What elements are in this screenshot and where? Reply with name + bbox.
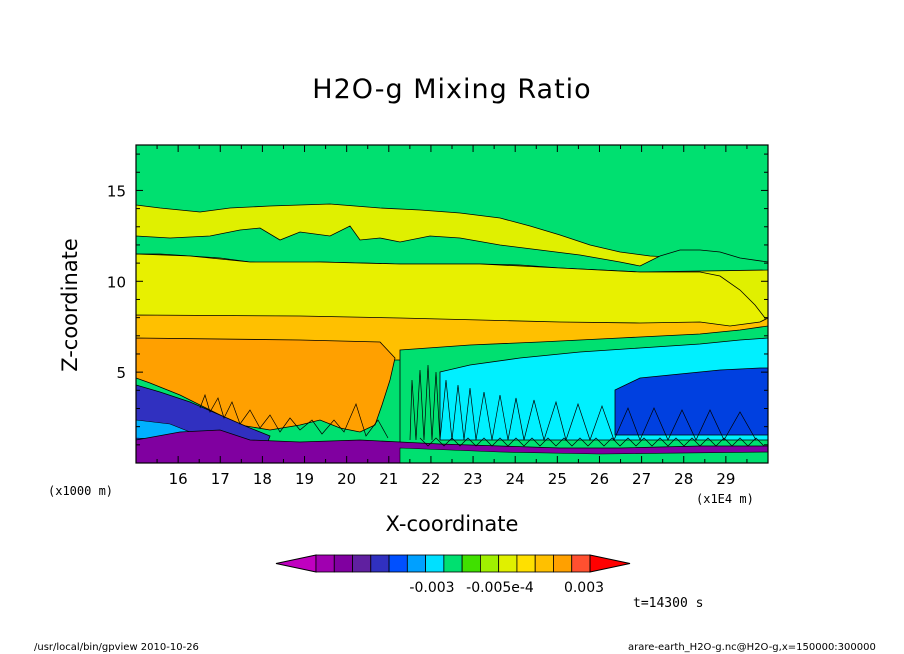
- axis-tick-labels: 16 17 18 19 20 21 22 23 24 25 26 27 28 29 5 10 15: [107, 182, 736, 488]
- x-unit-label: (x1E4 m): [696, 492, 754, 506]
- colorbar-swatch: [571, 554, 591, 573]
- x-tick-label: 17: [211, 470, 230, 488]
- colorbar-max-arrow: [589, 554, 631, 573]
- colorbar-swatch: [370, 554, 390, 573]
- y-tick-label: 10: [107, 273, 126, 291]
- x-tick-label: 20: [337, 470, 356, 488]
- footer-right: arare-earth_H2O-g.nc@H2O-g,x=150000:3000…: [628, 642, 876, 653]
- colorbar-swatch: [315, 554, 335, 573]
- x-tick-label: 25: [548, 470, 567, 488]
- footer-left: /usr/local/bin/gpview 2010-10-26: [34, 642, 199, 653]
- colorbar-swatch: [479, 554, 500, 573]
- colorbar-swatch: [425, 554, 445, 573]
- axis-ticks: [135, 145, 769, 464]
- x-tick-label: 28: [674, 470, 693, 488]
- colorbar-swatch: [388, 554, 408, 573]
- x-tick-label: 24: [506, 470, 525, 488]
- y-tick-label: 5: [116, 364, 126, 382]
- x-tick-label: 26: [590, 470, 609, 488]
- colorbar-swatch: [333, 554, 353, 573]
- wave-contours: [409, 364, 757, 442]
- colorbar-tick-label: -0.005e-4: [466, 580, 534, 596]
- colorbar-tick-label: 0.003: [564, 580, 604, 596]
- x-tick-label: 23: [464, 470, 483, 488]
- y-axis-label: Z-coordinate: [58, 238, 82, 372]
- x-tick-label: 19: [295, 470, 314, 488]
- colorbar-swatch: [443, 554, 463, 573]
- region-dark-orange: [136, 337, 396, 433]
- bottom-zigzag: [419, 437, 765, 447]
- x-tick-label: 21: [379, 470, 398, 488]
- colorbar-swatch: [461, 554, 481, 573]
- colorbar-tick-label: -0.003: [409, 580, 454, 596]
- y-unit-label: (x1000 m): [48, 484, 114, 498]
- colorbar-swatch: [352, 554, 372, 573]
- region-bottom-green: [399, 447, 768, 463]
- colorbar-min-arrow: [275, 554, 317, 573]
- x-tick-label: 22: [421, 470, 440, 488]
- colorbar: -0.003 -0.005e-4 0.003: [275, 554, 631, 596]
- x-tick-label: 16: [169, 470, 188, 488]
- x-axis-label: X-coordinate: [385, 512, 519, 536]
- y-tick-label: 15: [107, 182, 126, 200]
- colorbar-swatch: [498, 554, 518, 573]
- time-label: t=14300 s: [633, 596, 704, 611]
- colorbar-swatch: [516, 554, 536, 573]
- x-tick-label: 27: [632, 470, 651, 488]
- colorbar-swatch: [406, 554, 427, 573]
- x-tick-label: 29: [716, 470, 735, 488]
- chart-title: H2O-g Mixing Ratio: [312, 74, 592, 105]
- left-spikes: [199, 393, 389, 439]
- x-tick-label: 18: [253, 470, 272, 488]
- colorbar-swatch: [553, 554, 573, 573]
- colorbar-swatch: [534, 554, 554, 573]
